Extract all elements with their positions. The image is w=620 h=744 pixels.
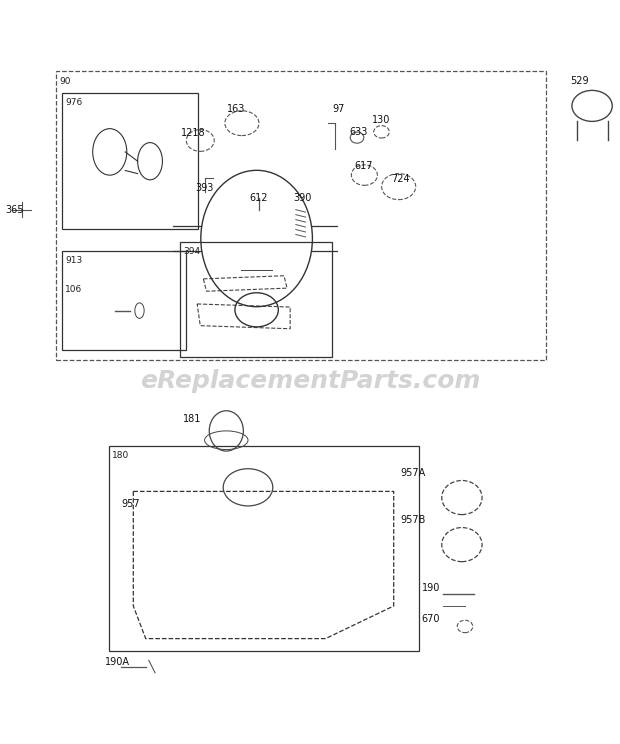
Text: 180: 180	[112, 452, 129, 461]
Text: 612: 612	[249, 193, 268, 203]
Text: 190A: 190A	[105, 657, 130, 667]
Text: 181: 181	[183, 414, 202, 423]
Bar	[62, 93, 198, 229]
Text: 130: 130	[372, 115, 390, 125]
Text: 976: 976	[65, 98, 82, 107]
Text: 365: 365	[5, 205, 24, 215]
Text: 1218: 1218	[180, 128, 205, 138]
Text: 529: 529	[570, 76, 589, 86]
Bar	[180, 242, 332, 356]
Text: 190: 190	[422, 583, 440, 592]
Text: 97: 97	[332, 103, 345, 114]
Bar	[108, 446, 418, 651]
Text: 957A: 957A	[400, 468, 425, 478]
Text: 394: 394	[183, 247, 200, 256]
Text: 90: 90	[59, 77, 71, 86]
Text: 633: 633	[350, 126, 368, 137]
Text: eReplacementParts.com: eReplacementParts.com	[140, 369, 480, 394]
Text: 957B: 957B	[400, 515, 425, 525]
Text: 163: 163	[227, 103, 246, 114]
Text: 724: 724	[391, 174, 410, 185]
Text: 670: 670	[422, 615, 440, 624]
Bar	[56, 71, 546, 359]
Text: 957: 957	[121, 498, 140, 509]
Bar	[62, 251, 186, 350]
Text: 617: 617	[355, 161, 373, 171]
Text: 106: 106	[65, 285, 82, 294]
Text: 393: 393	[195, 183, 214, 193]
Text: 390: 390	[293, 193, 312, 203]
Text: 913: 913	[65, 256, 82, 265]
